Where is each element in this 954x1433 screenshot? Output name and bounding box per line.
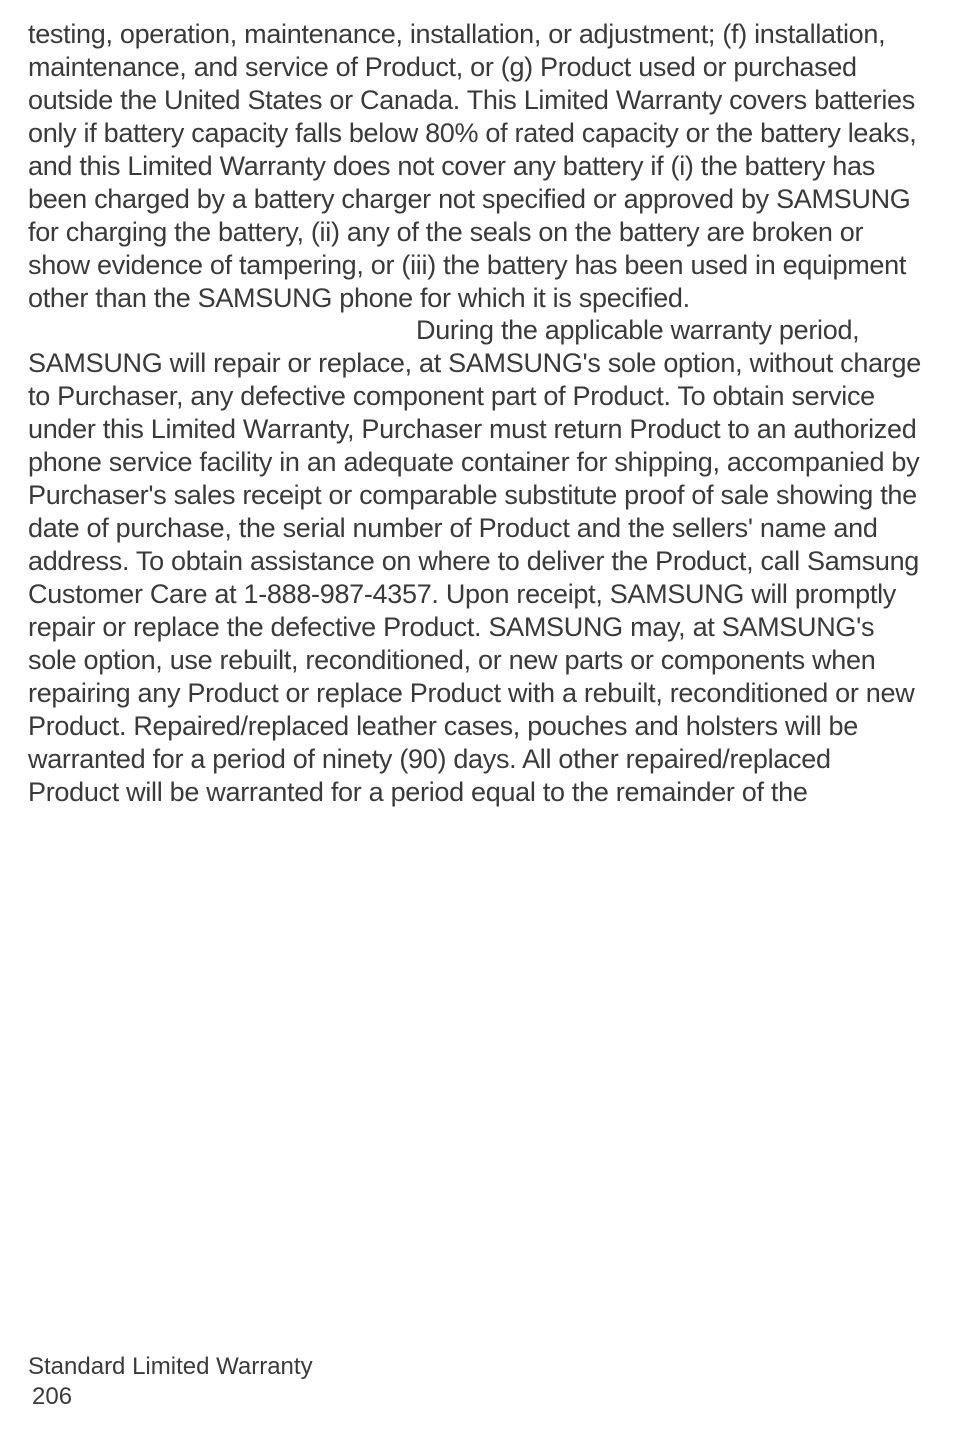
paragraph-1-text: testing, operation, maintenance, install…	[28, 19, 916, 313]
paragraph-2: During the applicable warranty period, S…	[28, 314, 926, 808]
paragraph-1: testing, operation, maintenance, install…	[28, 18, 926, 314]
document-content: testing, operation, maintenance, install…	[28, 18, 926, 1324]
paragraph-2-text: During the applicable warranty period, S…	[28, 315, 921, 806]
footer-section-title: Standard Limited Warranty	[28, 1352, 926, 1383]
footer-page-number: 206	[28, 1382, 926, 1413]
page-footer: Standard Limited Warranty 206	[28, 1352, 926, 1413]
